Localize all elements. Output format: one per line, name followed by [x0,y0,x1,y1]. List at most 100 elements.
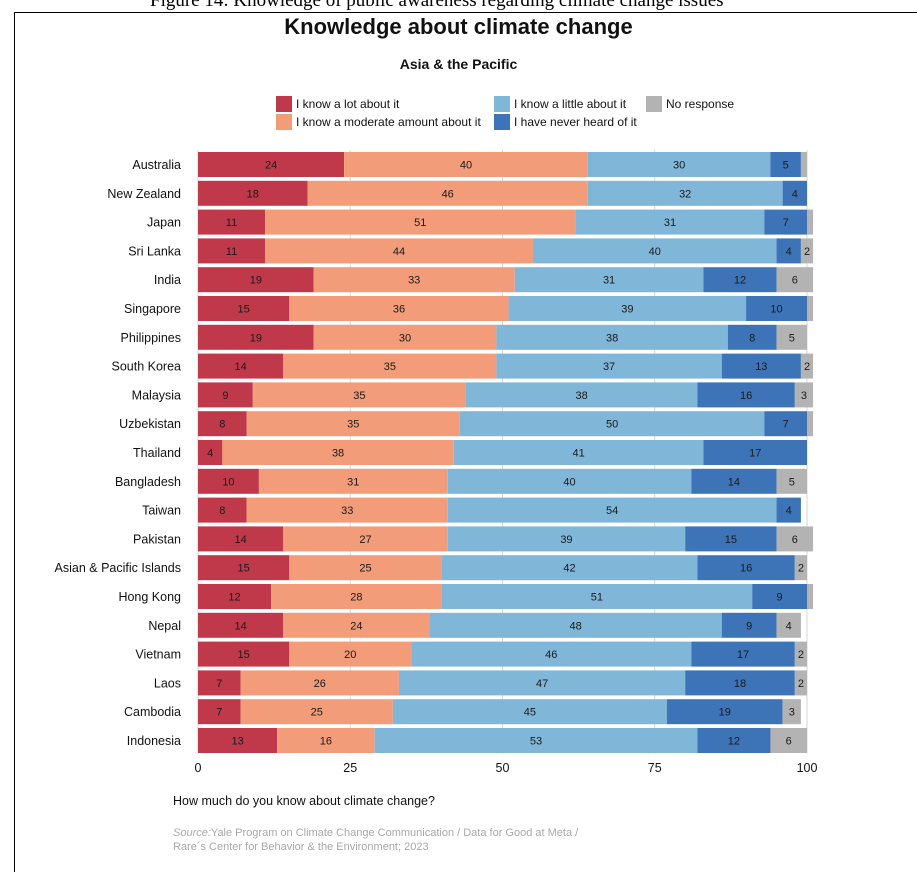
bar-segment [313,324,497,350]
bar-segment [240,670,399,696]
data-label: 38 [576,390,588,402]
data-label: 2 [798,678,804,690]
bar-segment [685,526,777,552]
data-label: 2 [798,563,804,575]
source-prefix: Source: [173,827,211,839]
data-label: 2 [804,361,810,373]
bar-segment [794,382,814,408]
bar-segment [776,497,801,523]
bar-segment [429,612,722,638]
bar-segment [764,411,807,437]
category-label: Laos [154,676,181,690]
category-label: Malaysia [132,388,181,402]
bar-segment [252,382,466,408]
bar-segment [782,699,801,725]
bar-segment [198,180,308,206]
bar-segment [447,468,692,494]
bar-segment [198,324,314,350]
bar-segment [313,267,515,293]
data-label: 30 [399,332,411,344]
bar-segment [344,152,588,177]
data-label: 46 [545,649,557,661]
bar-segment [198,699,241,725]
source-line-1: Yale Program on Climate Change Communica… [210,827,579,839]
data-label: 17 [737,649,749,661]
source-line-2: Rare´s Center for Behavior & the Environ… [173,841,429,853]
legend-item-lot: I know a lot about it [276,96,399,112]
data-label: 19 [250,332,262,344]
bar-segment [794,670,807,696]
bar-segment [374,728,698,753]
x-tick-label: 50 [496,761,510,775]
data-label: 50 [606,419,618,431]
bar-segment [776,267,814,293]
data-label: 3 [801,390,807,402]
bar-segment [800,238,814,264]
data-label: 9 [222,390,228,402]
data-label: 17 [749,448,761,460]
bar-segment [198,670,241,696]
x-tick-label: 0 [195,761,202,775]
data-label: 11 [226,246,237,258]
bar-segment [198,152,345,177]
bar-segment [198,728,278,753]
data-label: 7 [783,419,789,431]
data-label: 30 [673,160,685,172]
bar-segment [198,267,314,293]
bar-segment [441,555,698,581]
category-label: Hong Kong [118,590,181,604]
bar-segment [198,584,272,609]
data-label: 18 [247,188,259,200]
data-label: 39 [621,304,633,316]
bar-segment [727,324,777,350]
data-label: 53 [530,736,542,748]
data-label: 7 [216,707,222,719]
bar-segment [246,411,460,437]
bar-segment [752,584,807,609]
data-label: 36 [393,304,405,316]
bar-segment [198,382,253,408]
bar-segment [392,699,667,725]
data-label: 51 [591,592,603,604]
data-label: 19 [719,707,731,719]
category-label: Philippines [121,331,181,345]
data-label: 11 [226,217,237,229]
data-label: 38 [332,448,344,460]
bar-segment [776,468,807,494]
bar-segment [532,238,777,264]
bar-segment [447,497,777,523]
legend-item-never: I have never heard of it [494,114,637,130]
data-label: 14 [235,534,247,546]
bar-segment [575,209,765,235]
data-label: 12 [734,275,746,287]
data-label: 44 [393,246,405,258]
bar-segment [721,612,777,638]
data-label: 41 [573,448,585,460]
legend-swatch [494,114,510,130]
legend-item-no-response: No response [646,96,734,112]
data-label: 35 [353,390,365,402]
category-label: Australia [132,158,181,172]
data-label: 5 [789,332,795,344]
bar-segment [800,152,807,177]
legend-item-moderate: I know a moderate amount about it [276,114,481,130]
data-label: 5 [789,476,795,488]
bar-segment [198,353,284,379]
x-axis-label: How much do you know about climate chang… [173,794,435,808]
data-label: 40 [460,160,472,172]
bar-segment [770,728,807,753]
source-note: Source:Yale Program on Climate Change Co… [173,826,578,854]
category-label: South Korea [112,360,182,374]
data-label: 42 [563,563,575,575]
bar-segment [685,670,795,696]
bar-segment [258,468,448,494]
data-label: 20 [344,649,356,661]
data-label: 15 [238,649,250,661]
bar-segment [277,728,375,753]
category-label: Singapore [124,302,181,316]
bar-segment [496,353,722,379]
bar-segment [776,612,801,638]
bar-segment [776,324,807,350]
legend-swatch [276,96,292,112]
category-label: Taiwan [142,504,181,518]
